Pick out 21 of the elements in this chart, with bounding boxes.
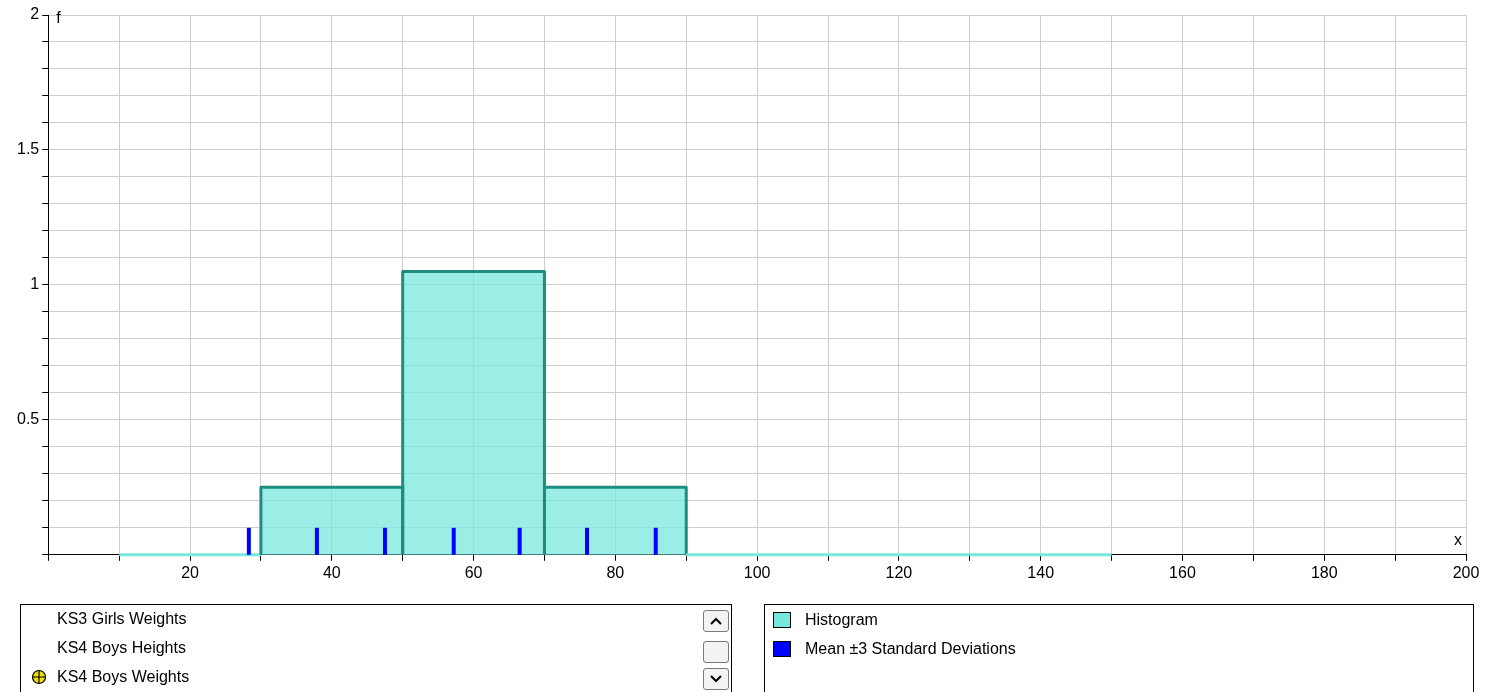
legend-label: Mean ±3 Standard Deviations [805,639,1016,659]
x-tick-label: 20 [181,563,200,581]
text: KS4 Boys Weights [57,667,190,687]
x-tick-label: 140 [1027,563,1055,581]
x-tick-label: 120 [885,563,913,581]
x-axis-title: x [1454,531,1462,549]
y-axis-title: f [56,9,62,27]
text: KS4 Boys Heights [57,638,186,658]
y-tick-label: 0.5 [16,410,40,428]
x-tick-label: 100 [743,563,771,581]
y-tick-label: 2 [30,5,40,23]
x-tick-label: 80 [606,563,625,581]
x-tick-label: 60 [464,563,483,581]
x-tick-label: 200 [1452,563,1480,581]
x-tick-label: 40 [322,563,341,581]
y-tick-label: 1 [30,275,40,293]
x-tick-label: 160 [1169,563,1196,581]
y-tick-label: 1.5 [16,140,40,158]
text: KS3 Girls Weights [57,609,187,629]
x-tick-label: 180 [1310,563,1338,581]
legend-label: Histogram [805,610,878,630]
